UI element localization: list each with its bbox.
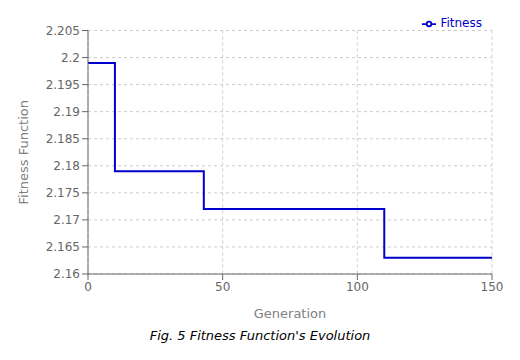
svg-text:2.17: 2.17 (53, 213, 80, 227)
html-text:Fig. 5 Fitness Function's Evol: Fig. 5 Fitness Function's Evolution (149, 328, 371, 343)
svg-text:2.16: 2.16 (53, 267, 80, 281)
svg-text:Generation: Generation (254, 306, 327, 321)
svg-text:2.19: 2.19 (53, 105, 80, 119)
svg-text:2.2: 2.2 (61, 51, 80, 65)
svg-text:Fitness Function: Fitness Function (16, 100, 31, 204)
svg-text:150: 150 (481, 280, 504, 294)
svg-text:2.165: 2.165 (46, 240, 80, 254)
svg-text:2.18: 2.18 (53, 159, 80, 173)
svg-text:2.185: 2.185 (46, 132, 80, 146)
svg-text:100: 100 (346, 280, 369, 294)
svg-text:2.205: 2.205 (46, 24, 80, 38)
svg-text:2.195: 2.195 (46, 78, 80, 92)
svg-text:0: 0 (84, 280, 92, 294)
svg-text:50: 50 (215, 280, 230, 294)
svg-text:2.175: 2.175 (46, 186, 80, 200)
html-text:Fitness: Fitness (440, 16, 482, 30)
